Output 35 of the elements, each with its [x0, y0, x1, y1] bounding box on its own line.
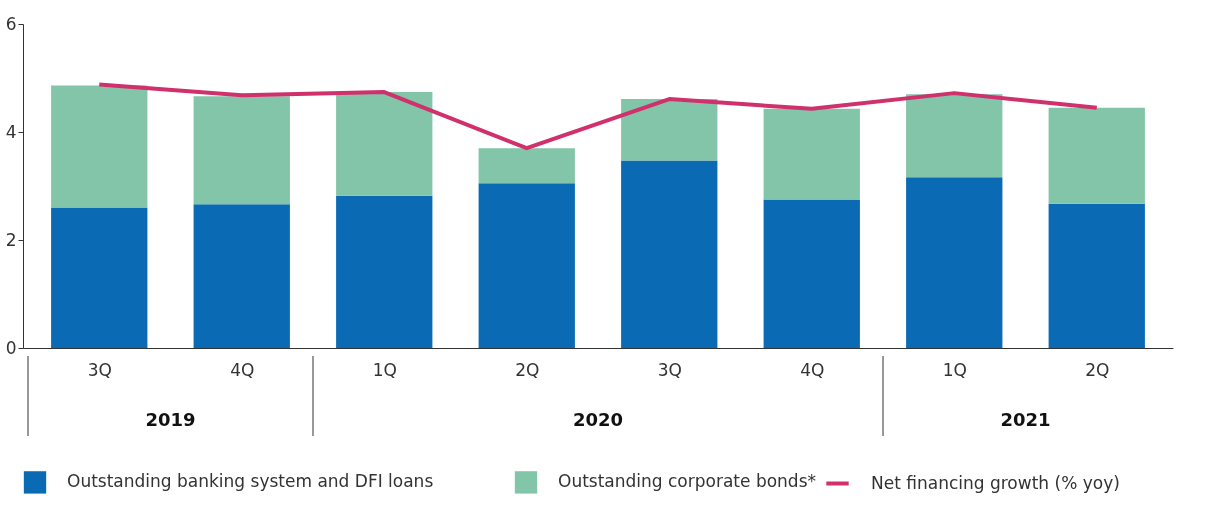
bar — [193, 96, 290, 205]
y-tick-label: 4 — [5, 121, 17, 142]
bar — [763, 199, 860, 348]
y-tick-label: 2 — [5, 229, 17, 250]
y-tick-label: 6 — [5, 13, 17, 34]
bar — [51, 85, 148, 208]
y-tick-label: 0 — [5, 337, 17, 358]
bar — [906, 177, 1003, 348]
legend-label: Outstanding corporate bonds* — [558, 471, 816, 492]
bar — [763, 108, 860, 200]
x-tick-label: 2Q — [515, 359, 540, 380]
x-tick-label: 2Q — [1085, 359, 1110, 380]
legend-label: Net financing growth (% yoy) — [871, 472, 1120, 493]
bar — [1048, 203, 1145, 348]
x-tick-label: 1Q — [942, 359, 967, 380]
legend-label: Outstanding banking system and DFI loans — [67, 471, 434, 492]
x-tick-label: 4Q — [800, 359, 825, 380]
bar — [906, 94, 1003, 178]
x-tick-label: 3Q — [657, 359, 682, 380]
text: 2021 — [1000, 409, 1051, 430]
bar — [193, 204, 290, 348]
line-series — [97, 82, 1099, 151]
bar — [336, 195, 433, 348]
text: 2020 — [572, 409, 624, 430]
bar — [1048, 107, 1145, 204]
bar — [51, 207, 148, 348]
bar — [478, 148, 575, 184]
x-tick-label: 3Q — [87, 359, 112, 380]
bar — [336, 92, 433, 196]
bar — [621, 99, 718, 161]
x-tick-label: 1Q — [372, 359, 397, 380]
x-tick-label: 4Q — [230, 359, 255, 380]
bar — [621, 160, 718, 348]
text: 2019 — [145, 409, 196, 430]
bar — [478, 183, 575, 348]
